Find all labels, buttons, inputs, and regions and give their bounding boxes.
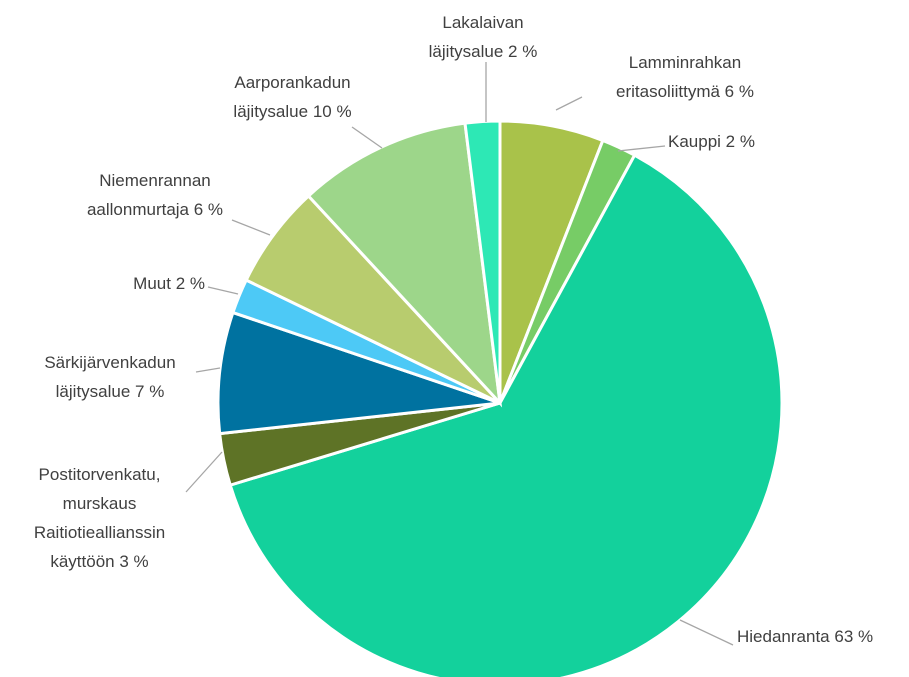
value-label: 2 % bbox=[725, 132, 755, 151]
leader-line bbox=[555, 96, 583, 111]
category-name: Muut bbox=[133, 274, 171, 293]
slice-label: Niemenrannan aallonmurtaja 6 % bbox=[70, 166, 240, 224]
slice-label: Hiedanranta 63 % bbox=[737, 622, 907, 651]
slice-label: Kauppi 2 % bbox=[668, 127, 828, 156]
category-name: Särkijärvenkadun läjitysalue bbox=[44, 353, 176, 401]
pie-slice bbox=[228, 153, 784, 677]
category-name: Lamminrahkan eritasoliittymä bbox=[616, 53, 742, 101]
category-name: Niemenrannan aallonmurtaja bbox=[86, 171, 211, 219]
value-label: 2 % bbox=[508, 42, 538, 61]
slice-label: Lakalaivan läjitysalue 2 % bbox=[408, 8, 558, 66]
category-name: Kauppi bbox=[668, 132, 721, 151]
value-label: 7 % bbox=[135, 382, 165, 401]
leader-line bbox=[185, 451, 223, 493]
category-name: Lakalaivan läjitysalue bbox=[428, 13, 524, 61]
slice-label: Lamminrahkan eritasoliittymä 6 % bbox=[585, 48, 785, 106]
value-label: 6 % bbox=[193, 200, 224, 219]
leader-line bbox=[207, 286, 239, 295]
category-name: Postitorvenkatu, murskaus Raitiotieallia… bbox=[33, 465, 166, 571]
category-name: Hiedanranta bbox=[737, 627, 830, 646]
value-label: 6 % bbox=[724, 82, 754, 101]
slice-label: Muut 2 % bbox=[40, 269, 205, 298]
slice-label: Särkijärvenkadun läjitysalue 7 % bbox=[25, 348, 195, 406]
category-name: Aarporankadun läjitysalue bbox=[233, 73, 351, 121]
value-label: 2 % bbox=[175, 274, 205, 293]
slice-label: Aarporankadun läjitysalue 10 % bbox=[210, 68, 375, 126]
leader-line bbox=[351, 126, 383, 149]
pie-slice bbox=[463, 119, 502, 404]
leader-line bbox=[195, 367, 221, 373]
leader-line bbox=[679, 619, 734, 646]
leader-line bbox=[617, 145, 666, 152]
pie-slice bbox=[216, 310, 501, 436]
leader-line bbox=[231, 219, 271, 236]
slice-label: Postitorvenkatu, murskaus Raitiotieallia… bbox=[12, 460, 187, 576]
value-label: 10 % bbox=[312, 102, 352, 121]
value-label: 63 % bbox=[834, 627, 874, 646]
value-label: 3 % bbox=[119, 552, 149, 571]
